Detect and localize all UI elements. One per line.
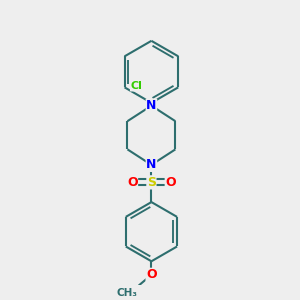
Text: N: N: [146, 99, 157, 112]
Text: Cl: Cl: [130, 81, 142, 91]
Text: N: N: [146, 158, 157, 171]
Text: S: S: [147, 176, 156, 189]
Text: O: O: [146, 268, 157, 281]
Text: O: O: [165, 176, 176, 189]
Text: O: O: [127, 176, 138, 189]
Text: CH₃: CH₃: [116, 288, 137, 298]
